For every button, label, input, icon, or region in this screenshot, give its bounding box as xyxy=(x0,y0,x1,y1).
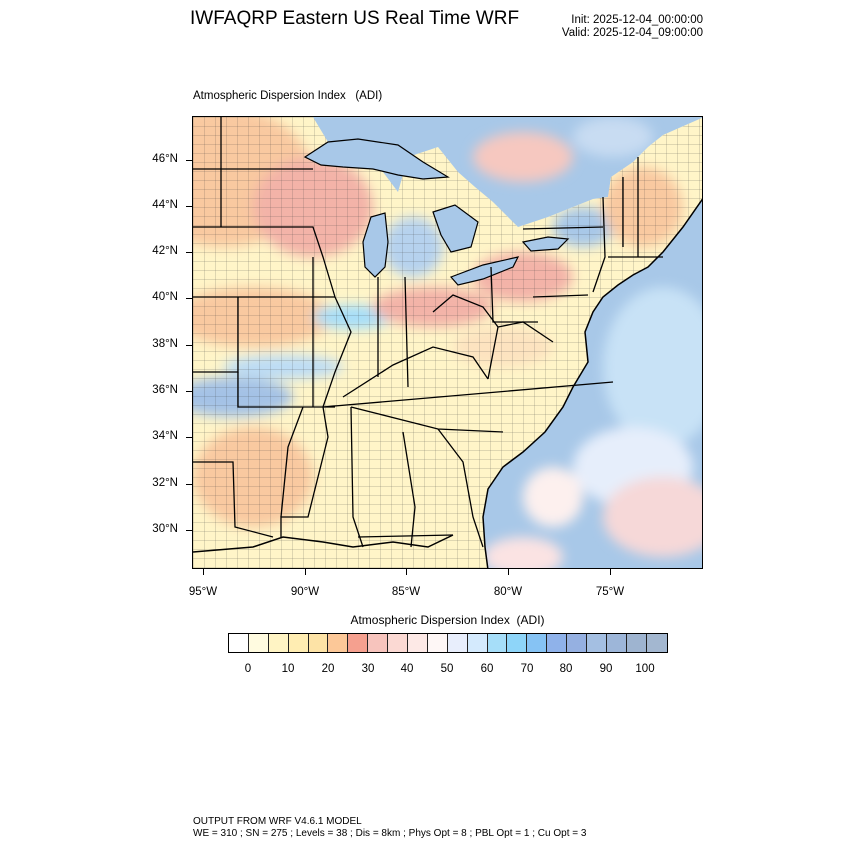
colorbar-swatch xyxy=(487,634,508,652)
colorbar xyxy=(228,633,668,653)
lat-tick xyxy=(186,160,192,161)
colorbar-swatch xyxy=(527,634,548,652)
colorbar-swatch xyxy=(507,634,528,652)
colorbar-swatch xyxy=(427,634,448,652)
colorbar-swatch xyxy=(368,634,389,652)
lake-michigan xyxy=(362,212,389,278)
lon-tick xyxy=(406,569,407,575)
colorbar-swatch xyxy=(229,634,249,652)
colorbar-label: 10 xyxy=(281,663,295,675)
colorbar-swatch xyxy=(626,634,647,652)
lon-tick xyxy=(203,569,204,575)
valid-time: Valid: 2025-12-04_09:00:00 xyxy=(561,27,703,39)
lat-tick xyxy=(186,298,192,299)
lon-tick xyxy=(508,569,509,575)
great-lakes xyxy=(303,138,570,286)
lon-label-80: 80°W xyxy=(493,586,523,598)
lake-superior xyxy=(303,138,450,180)
state-boundaries xyxy=(193,117,663,548)
panel-title: Atmospheric Dispersion Index (ADI) xyxy=(193,90,383,102)
colorbar-swatch xyxy=(646,634,667,652)
land-field xyxy=(193,117,702,568)
lake-ontario xyxy=(521,236,570,252)
colorbar-label: 50 xyxy=(440,663,454,675)
model-footer: OUTPUT FROM WRF V4.6.1 MODEL WE = 310 ; … xyxy=(193,816,586,839)
lat-tick xyxy=(186,530,192,531)
adi-map xyxy=(193,117,702,568)
colorbar-swatch xyxy=(547,634,568,652)
colorbar-label: 20 xyxy=(321,663,335,675)
colorbar-swatch xyxy=(467,634,488,652)
colorbar-swatch xyxy=(388,634,409,652)
colorbar-swatch xyxy=(567,634,588,652)
gulf-coastline xyxy=(193,534,454,553)
colorbar-label: 40 xyxy=(400,663,414,675)
lon-label-95: 95°W xyxy=(188,586,218,598)
init-time: Init: 2025-12-04_00:00:00 xyxy=(571,14,703,26)
lon-tick xyxy=(305,569,306,575)
colorbar-swatch xyxy=(308,634,329,652)
lake-huron xyxy=(432,204,479,253)
colorbar-swatch xyxy=(348,634,369,652)
colorbar-swatch xyxy=(447,634,468,652)
map-panel xyxy=(192,116,703,569)
lat-label-44: 44°N xyxy=(152,199,178,211)
colorbar-label: 30 xyxy=(361,663,375,675)
footer-model-line: OUTPUT FROM WRF V4.6.1 MODEL xyxy=(193,816,362,827)
lat-tick xyxy=(186,437,192,438)
lat-label-38: 38°N xyxy=(152,338,178,350)
lat-tick xyxy=(186,252,192,253)
colorbar-label: 0 xyxy=(244,663,252,675)
lat-tick xyxy=(186,206,192,207)
lat-tick xyxy=(186,345,192,346)
lat-label-40: 40°N xyxy=(152,291,178,303)
lat-tick xyxy=(186,391,192,392)
lon-label-90: 90°W xyxy=(290,586,320,598)
lat-label-42: 42°N xyxy=(152,245,178,257)
colorbar-swatch xyxy=(328,634,349,652)
colorbar-swatch xyxy=(268,634,289,652)
lat-label-34: 34°N xyxy=(152,430,178,442)
colorbar-swatch xyxy=(248,634,269,652)
lat-tick xyxy=(186,484,192,485)
colorbar-swatch xyxy=(587,634,607,652)
lon-tick xyxy=(610,569,611,575)
lat-label-30: 30°N xyxy=(152,523,178,535)
colorbar-label: 70 xyxy=(520,663,534,675)
lon-label-75: 75°W xyxy=(595,586,625,598)
colorbar-label: 80 xyxy=(559,663,573,675)
lake-erie xyxy=(449,256,520,286)
colorbar-label: 90 xyxy=(599,663,613,675)
colorbar-label: 100 xyxy=(635,663,655,675)
lat-label-36: 36°N xyxy=(152,384,178,396)
run-info: Init: 2025-12-04_00:00:00 Valid: 2025-12… xyxy=(520,14,703,40)
atlantic-coastline xyxy=(482,198,702,568)
colorbar-swatch xyxy=(408,634,428,652)
colorbar-swatch xyxy=(606,634,627,652)
lat-label-46: 46°N xyxy=(152,153,178,165)
colorbar-swatch xyxy=(288,634,309,652)
colorbar-title: Atmospheric Dispersion Index (ADI) xyxy=(350,613,545,627)
lon-label-85: 85°W xyxy=(391,586,421,598)
lat-label-32: 32°N xyxy=(152,477,178,489)
footer-config-line: WE = 310 ; SN = 275 ; Levels = 38 ; Dis … xyxy=(193,827,587,839)
colorbar-label: 60 xyxy=(480,663,494,675)
plot-title: IWFAQRP Eastern US Real Time WRF xyxy=(190,8,520,29)
